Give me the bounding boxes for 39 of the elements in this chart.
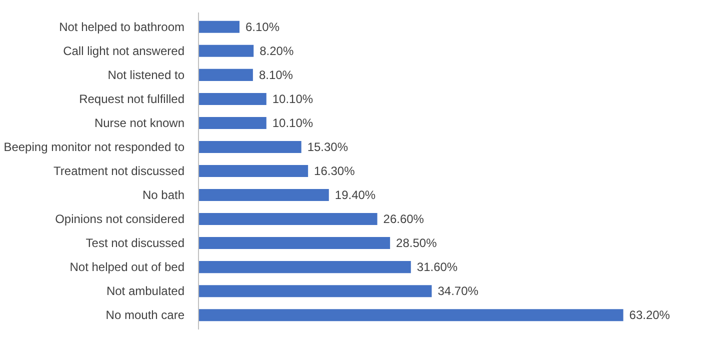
data-label: 26.60%	[383, 212, 424, 226]
bar	[198, 213, 378, 226]
bar	[198, 189, 329, 202]
y-tick-label: Not listened to	[108, 68, 185, 82]
data-label: 34.70%	[438, 284, 479, 298]
bar	[198, 237, 390, 250]
data-label: 63.20%	[629, 308, 670, 322]
y-tick-label: Treatment not discussed	[54, 164, 184, 178]
bar	[198, 309, 624, 322]
bar	[198, 285, 432, 298]
bar	[198, 44, 254, 57]
data-label: 31.60%	[416, 260, 458, 274]
y-tick-label: Request not fulfilled	[79, 92, 185, 106]
y-tick-label: No bath	[142, 188, 184, 202]
y-tick-label: Nurse not known	[94, 116, 184, 130]
y-tick-label: No mouth care	[106, 308, 185, 322]
y-tick-label: Beeping monitor not responded to	[4, 140, 185, 154]
data-label: 8.10%	[258, 68, 294, 82]
data-label: 6.10%	[246, 20, 280, 34]
data-label: 16.30%	[314, 164, 356, 178]
bar	[198, 68, 253, 81]
y-tick-label: Not helped to bathroom	[59, 20, 185, 34]
bar	[198, 261, 411, 274]
y-tick-label: Not helped out of bed	[70, 260, 185, 274]
data-label: 19.40%	[334, 188, 376, 202]
data-label: 10.10%	[272, 92, 314, 106]
y-tick-label: Not ambulated	[106, 284, 184, 298]
y-tick-label: Call light not answered	[63, 44, 185, 58]
bar	[198, 92, 266, 105]
data-label: 15.30%	[307, 140, 348, 154]
y-tick-label: Test not discussed	[86, 236, 184, 250]
bar	[198, 164, 308, 178]
data-label: 8.20%	[260, 44, 294, 58]
data-label: 10.10%	[272, 116, 314, 130]
bar	[198, 20, 240, 33]
bar	[198, 140, 302, 153]
data-label: 28.50%	[396, 236, 438, 250]
y-tick-label: Opinions not considered	[55, 212, 185, 226]
bar	[198, 116, 266, 129]
